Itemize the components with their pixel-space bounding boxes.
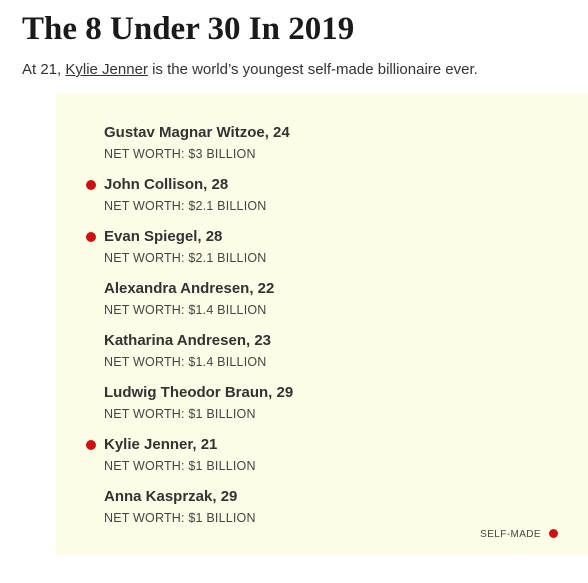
list-item: Gustav Magnar Witzoe, 24 NET WORTH: $3 B…: [104, 123, 564, 162]
net-worth: NET WORTH: $1 BILLION: [104, 459, 256, 473]
billionaire-list-panel: Gustav Magnar Witzoe, 24 NET WORTH: $3 B…: [56, 93, 588, 555]
person-name: Kylie Jenner, 21: [104, 436, 218, 453]
person-name: Anna Kasprzak, 29: [104, 488, 238, 505]
person-name: John Collison, 28: [104, 176, 229, 193]
list-item: Evan Spiegel, 28 NET WORTH: $2.1 BILLION: [86, 227, 564, 266]
kylie-jenner-link[interactable]: Kylie Jenner: [65, 61, 148, 78]
self-made-dot-icon: [549, 529, 558, 538]
net-worth: NET WORTH: $2.1 BILLION: [104, 251, 267, 265]
list-item: John Collison, 28 NET WORTH: $2.1 BILLIO…: [86, 175, 564, 214]
person-name: Ludwig Theodor Braun, 29: [104, 384, 294, 401]
legend-label: SELF-MADE: [480, 529, 541, 540]
net-worth: NET WORTH: $2.1 BILLION: [104, 199, 267, 213]
net-worth: NET WORTH: $1 BILLION: [104, 511, 256, 525]
page-subtitle: At 21, Kylie Jenner is the world’s young…: [22, 60, 478, 80]
self-made-legend: SELF-MADE: [480, 529, 558, 541]
subtitle-suffix: is the world’s youngest self-made billio…: [147, 61, 478, 78]
list-item: Ludwig Theodor Braun, 29 NET WORTH: $1 B…: [104, 383, 564, 422]
net-worth: NET WORTH: $3 BILLION: [104, 147, 256, 161]
net-worth: NET WORTH: $1.4 BILLION: [104, 355, 267, 369]
page-title: The 8 Under 30 In 2019: [22, 11, 355, 47]
self-made-dot-icon: [86, 232, 96, 242]
subtitle-prefix: At 21,: [22, 61, 66, 78]
person-name: Katharina Andresen, 23: [104, 332, 271, 349]
self-made-dot-icon: [86, 440, 96, 450]
list-item: Alexandra Andresen, 22 NET WORTH: $1.4 B…: [104, 279, 564, 318]
self-made-dot-icon: [86, 180, 96, 190]
list-item: Anna Kasprzak, 29 NET WORTH: $1 BILLION: [104, 487, 564, 526]
person-name: Alexandra Andresen, 22: [104, 280, 275, 297]
person-name: Gustav Magnar Witzoe, 24: [104, 124, 290, 141]
net-worth: NET WORTH: $1 BILLION: [104, 407, 256, 421]
list-item: Kylie Jenner, 21 NET WORTH: $1 BILLION: [86, 435, 564, 474]
person-name: Evan Spiegel, 28: [104, 228, 223, 245]
list-item: Katharina Andresen, 23 NET WORTH: $1.4 B…: [104, 331, 564, 370]
net-worth: NET WORTH: $1.4 BILLION: [104, 303, 267, 317]
